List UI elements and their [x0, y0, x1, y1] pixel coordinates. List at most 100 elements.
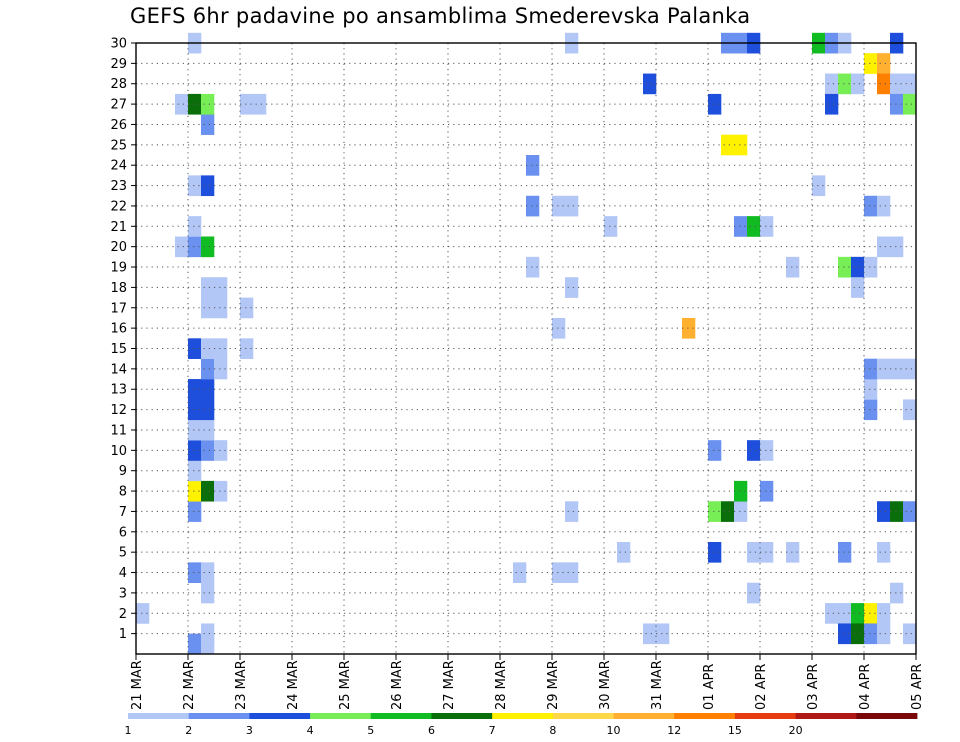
- heatmap-cell: [214, 277, 228, 298]
- heatmap-cell: [877, 358, 891, 380]
- y-tick-label: 19: [110, 261, 127, 276]
- y-tick-label: 6: [119, 525, 127, 540]
- heatmap-cell: [201, 480, 215, 502]
- y-tick-label: 4: [119, 566, 127, 581]
- y-tick-label: 10: [110, 444, 127, 459]
- y-tick-label: 5: [119, 546, 127, 561]
- heatmap-cell: [864, 379, 878, 400]
- x-tick-label: 26 MAR: [390, 660, 405, 710]
- heatmap-cell: [708, 93, 722, 115]
- y-tick-label: 11: [110, 423, 127, 438]
- x-tick-label: 29 MAR: [546, 660, 561, 710]
- heatmap-cell: [838, 623, 852, 645]
- x-axis: 21 MAR 22 MAR 23 MAR 24 MAR 25 MAR 26 MAR 27 M…: [130, 654, 925, 710]
- heatmap-cell: [188, 419, 202, 441]
- heatmap-cell: [214, 338, 228, 359]
- heatmap-cell: [877, 623, 891, 645]
- heatmap-cell: [890, 582, 904, 604]
- heatmap-cell: [201, 338, 215, 359]
- heatmap-cell: [747, 541, 761, 563]
- colorbar-swatch: [370, 713, 432, 719]
- heatmap-cell: [175, 236, 189, 258]
- y-tick-label: 27: [110, 98, 127, 113]
- y-tick-label: 1: [119, 627, 127, 642]
- colorbar-label: 10: [607, 724, 621, 737]
- heatmap-cell: [188, 338, 202, 359]
- heatmap-cell: [175, 93, 189, 115]
- heatmap-cell: [201, 582, 215, 604]
- y-tick-label: 7: [119, 505, 127, 520]
- heatmap-cell: [188, 236, 202, 258]
- y-tick-label: 2: [119, 607, 127, 622]
- heatmap-cell: [201, 114, 215, 135]
- heatmap-cell: [513, 562, 527, 584]
- x-tick-label: 27 MAR: [442, 660, 457, 710]
- colorbar-swatch: [431, 713, 493, 719]
- heatmap-cell: [201, 358, 215, 380]
- heatmap-cell: [890, 236, 904, 258]
- heatmap-cell: [786, 256, 800, 278]
- heatmap-cell: [604, 216, 618, 237]
- colorbar-label: 12: [667, 724, 681, 737]
- gridlines: [136, 43, 916, 654]
- heatmap-cell: [201, 175, 215, 197]
- heatmap-cell: [864, 53, 878, 74]
- heatmap-cell: [565, 562, 579, 584]
- x-tick-label: 02 APR: [754, 664, 769, 710]
- colorbar-swatch: [674, 713, 736, 719]
- x-tick-label: 22 MAR: [182, 660, 197, 710]
- colorbar-label: 3: [246, 724, 253, 737]
- heatmap-cell: [201, 562, 215, 584]
- heatmap-cell: [812, 175, 826, 197]
- x-tick-label: 25 MAR: [338, 660, 353, 710]
- heatmap-cell: [760, 480, 774, 502]
- heatmap-cell: [825, 73, 839, 95]
- x-tick-label: 21 MAR: [130, 660, 145, 710]
- y-tick-label: 23: [110, 179, 127, 194]
- heatmap-cell: [214, 480, 228, 502]
- chart-title: GEFS 6hr padavine po ansamblima Smederev…: [130, 4, 751, 28]
- y-tick-label: 24: [110, 159, 127, 174]
- heatmap-cell: [201, 623, 215, 645]
- colorbar-label: 5: [367, 724, 374, 737]
- heatmap-cell: [526, 155, 540, 176]
- heatmap-cell: [201, 440, 215, 461]
- heatmap-cell: [643, 623, 657, 645]
- heatmap-cell: [188, 93, 202, 115]
- heatmap-cell: [838, 541, 852, 563]
- heatmap-cell: [760, 541, 774, 563]
- heatmap-cell: [890, 501, 904, 522]
- heatmap-cell: [877, 236, 891, 258]
- heatmap-cell: [903, 93, 917, 115]
- heatmap-cell: [825, 603, 839, 624]
- x-tick-label: 05 APR: [910, 664, 925, 710]
- heatmap-cell: [760, 440, 774, 461]
- colorbar-swatch: [613, 713, 675, 719]
- heatmap-cell: [721, 501, 735, 522]
- colorbar-legend: 1 2 3 4 5 6 7 8 10 12 15 20: [125, 713, 918, 737]
- heatmap-cell: [877, 195, 891, 217]
- heatmap-cell: [903, 73, 917, 95]
- heatmap-cell: [201, 277, 215, 298]
- heatmap-cell: [565, 277, 579, 298]
- colorbar-label: 8: [549, 724, 556, 737]
- colorbar-label: 1: [125, 724, 132, 737]
- x-tick-label: 28 MAR: [494, 660, 509, 710]
- heatmap-cell: [734, 134, 748, 156]
- heatmap-cell: [877, 603, 891, 624]
- heatmap-cell: [747, 440, 761, 461]
- heatmap-cell: [786, 541, 800, 563]
- y-tick-label: 15: [110, 342, 127, 357]
- colorbar-swatch: [492, 713, 554, 719]
- colorbar-label: 7: [489, 724, 496, 737]
- heatmap-cell: [188, 480, 202, 502]
- y-tick-label: 8: [119, 485, 127, 500]
- heatmap-cell: [188, 379, 202, 400]
- heatmap-cell: [188, 399, 202, 421]
- heatmap-cell: [214, 358, 228, 380]
- heatmap-cell: [877, 53, 891, 74]
- heatmap-cell: [747, 216, 761, 237]
- colorbar-swatch: [552, 713, 614, 719]
- y-tick-label: 26: [110, 118, 127, 133]
